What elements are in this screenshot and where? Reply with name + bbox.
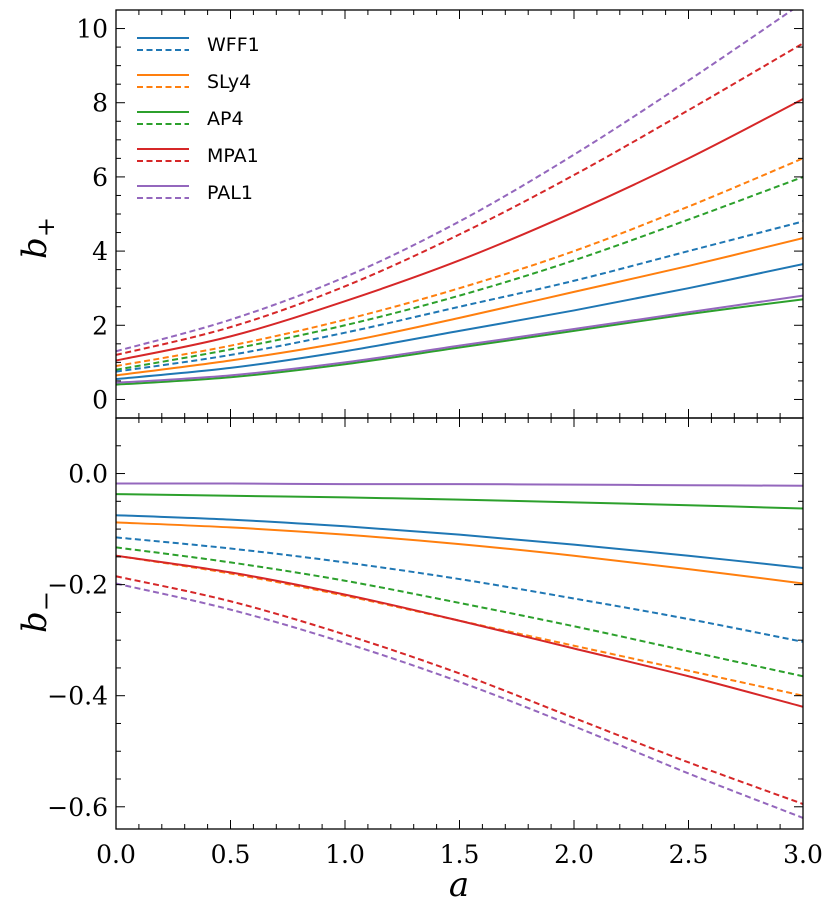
y-axis-label-bottom: b− (15, 591, 60, 633)
bottom-panel: 0.0 −0.2 −0.4 −0.6 0.0 0.5 1.0 1.5 2.0 2.5 3.0 (47, 417, 823, 869)
series-line-mpa1-solid (116, 554, 803, 708)
series-group (116, 10, 803, 386)
series-line-pal1-dashed (116, 10, 794, 353)
top-panel: 0 2 4 6 8 10 (76, 9, 804, 419)
y-tick-label: 0.0 (68, 460, 108, 489)
axis-labels: b+b−a (15, 217, 469, 905)
series-line-wff1-dashed (116, 536, 803, 643)
legend-item-wff1: WFF1 (137, 34, 260, 56)
y-tick-label: 4 (92, 237, 108, 266)
series-line-ap4-solid (116, 298, 803, 386)
y-tick-label: −0.4 (47, 682, 108, 711)
x-tick-label: 0.5 (211, 840, 251, 869)
series-line-sly4-dashed (116, 554, 803, 697)
y-axis-label-top: b+ (15, 217, 60, 259)
svg-text:b+: b+ (15, 217, 60, 259)
series-line-pal1-dashed (116, 582, 803, 819)
y-tick-label: 10 (76, 15, 108, 44)
x-tick-label: 2.0 (554, 840, 594, 869)
plot-frame (115, 417, 804, 830)
y-tick-label: 6 (92, 163, 108, 192)
x-tick-label: 0.0 (96, 840, 136, 869)
legend-item-pal1: PAL1 (137, 182, 253, 204)
y-axis-label-bottom-base: b (15, 611, 55, 633)
legend-label: PAL1 (207, 182, 253, 204)
legend: WFF1 SLy4 AP4 MPA1 PAL1 (137, 34, 260, 204)
y-tick-label: −0.6 (47, 793, 108, 822)
series-line-ap4-dashed (116, 546, 803, 678)
series-line-mpa1-dashed (116, 42, 803, 356)
svg-text:b−: b− (15, 591, 60, 633)
series-line-sly4-dashed (116, 157, 803, 368)
legend-label: MPA1 (207, 145, 259, 167)
x-tick-label: 3.0 (783, 840, 823, 869)
series-line-sly4-solid (116, 521, 803, 585)
y-axis-label-top-subscript: + (32, 217, 60, 237)
series-line-mpa1-solid (116, 98, 803, 362)
series-line-ap4-solid (116, 493, 803, 510)
legend-item-mpa1: MPA1 (137, 145, 259, 167)
x-tick-label: 2.5 (669, 840, 709, 869)
series-line-sly4-solid (116, 237, 803, 377)
y-axis-label-bottom-subscript: − (32, 591, 60, 611)
x-axis-label: a (449, 865, 469, 905)
legend-label: SLy4 (207, 71, 251, 93)
y-axis-label-top-base: b (15, 237, 55, 259)
series-group (116, 482, 803, 819)
y-tick-label: 8 (92, 89, 108, 118)
series-line-ap4-dashed (116, 175, 803, 371)
y-tick-label: −0.2 (47, 571, 108, 600)
legend-item-ap4: AP4 (137, 108, 244, 130)
x-tick-label: 1.0 (325, 840, 365, 869)
series-line-wff1-dashed (116, 220, 803, 373)
series-line-wff1-solid (116, 514, 803, 569)
legend-item-sly4: SLy4 (137, 71, 251, 93)
series-line-mpa1-dashed (116, 575, 803, 805)
series-line-pal1-solid (116, 482, 803, 487)
y-tick-label: 2 (92, 311, 108, 340)
legend-label: WFF1 (207, 34, 260, 56)
x-tick-label: 1.5 (440, 840, 480, 869)
series-line-pal1-solid (116, 294, 803, 384)
legend-label: AP4 (207, 108, 244, 130)
y-tick-label: 0 (92, 385, 108, 414)
series-line-wff1-solid (116, 263, 803, 381)
